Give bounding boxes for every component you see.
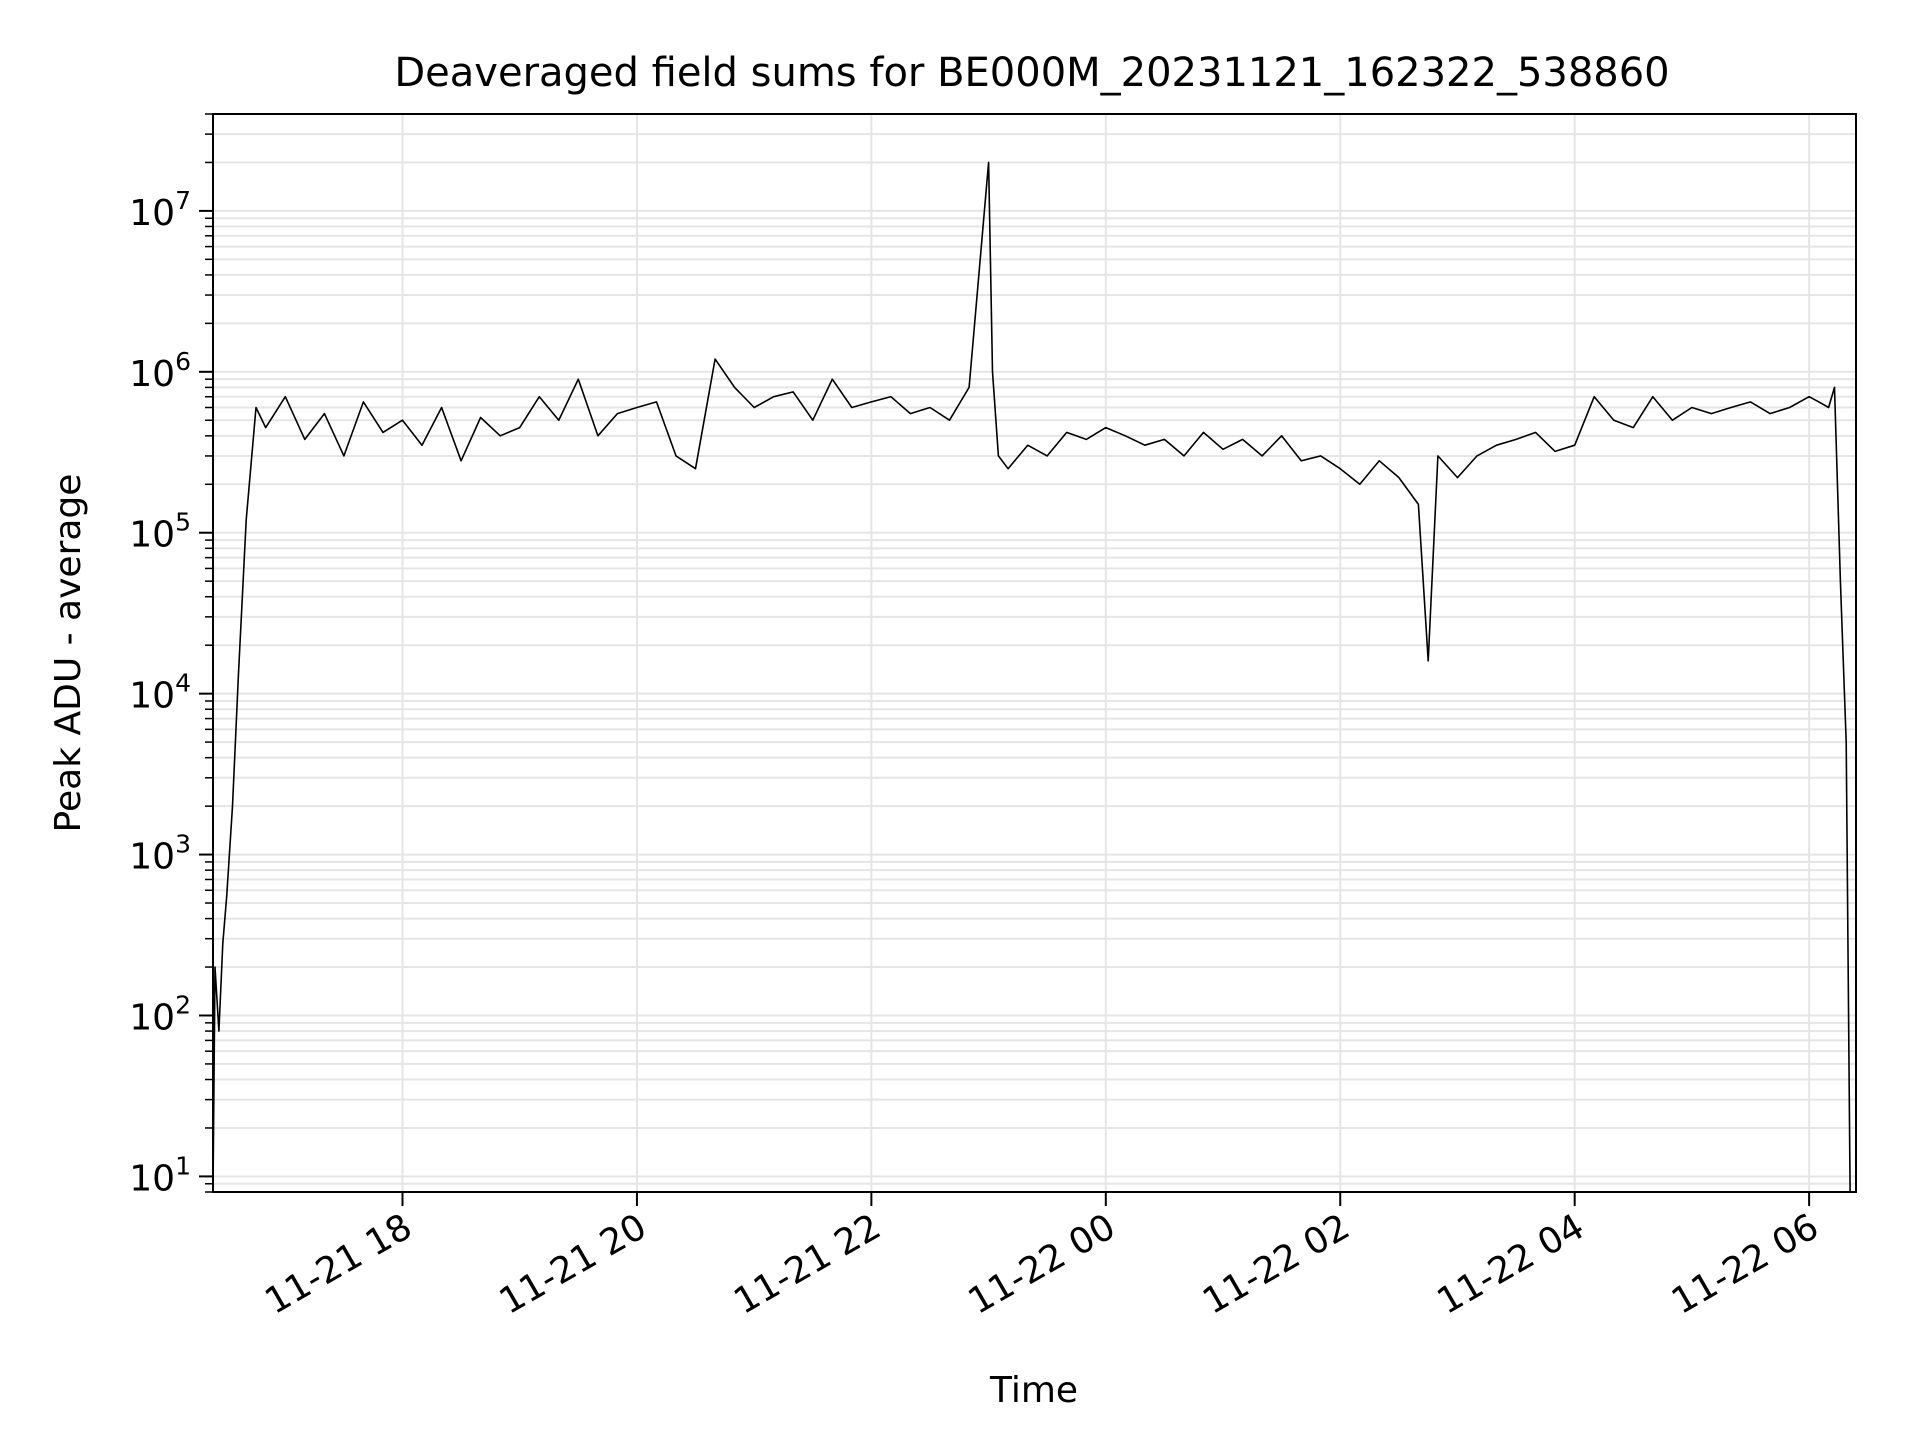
axes-frame	[212, 113, 1857, 1193]
x-tick-label: 11-21 18	[258, 1206, 419, 1322]
x-tick-label: 11-21 22	[727, 1206, 888, 1322]
series-line	[212, 161, 1851, 1193]
x-tick-label: 11-22 00	[962, 1206, 1123, 1322]
x-axis: 11-21 18 11-21 20 11-21 22 11-22 00 11-22 02…	[258, 1192, 1826, 1323]
y-axis-label: Peak ADU - average	[48, 474, 89, 833]
y-tick-label: 105	[129, 508, 191, 556]
y-tick-label: 107	[129, 186, 191, 234]
x-tick-label: 11-22 06	[1665, 1206, 1826, 1322]
y-tick-label: 104	[129, 669, 191, 717]
x-axis-label: Time	[989, 1370, 1078, 1411]
chart-title: Deaveraged field sums for BE000M_2023112…	[394, 50, 1669, 96]
y-tick-label: 101	[129, 1151, 191, 1199]
x-tick-label: 11-22 04	[1431, 1206, 1592, 1322]
plot-area	[212, 161, 1851, 1193]
x-tick-label: 11-21 20	[493, 1206, 654, 1322]
y-tick-label: 103	[129, 830, 191, 878]
y-axis: 101 102 103 104 105 106 107	[129, 113, 213, 1199]
y-tick-label: 102	[129, 990, 191, 1038]
grid-lines	[213, 113, 1856, 1193]
x-tick-label: 11-22 02	[1196, 1206, 1357, 1322]
y-tick-label: 106	[129, 347, 191, 395]
